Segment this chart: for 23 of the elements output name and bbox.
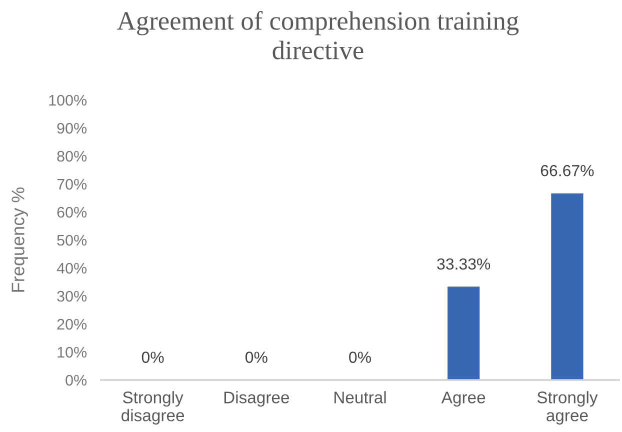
data-label: 33.33%	[437, 258, 490, 270]
y-tick-label: 70%	[57, 178, 87, 190]
y-tick-label: 0%	[66, 374, 87, 386]
y-tick-label: 60%	[57, 206, 87, 218]
y-tick-label: 90%	[57, 122, 87, 134]
data-label: 0%	[245, 352, 268, 363]
y-tick-label: 100%	[49, 94, 87, 106]
x-tick-label: Agree	[441, 392, 486, 407]
y-tick-label: 80%	[57, 150, 87, 162]
y-axis-title: Frequency %	[12, 187, 28, 292]
y-tick-label: 50%	[57, 234, 87, 246]
x-tick-label: Neutral	[334, 391, 386, 404]
chart-title: Agreement of comprehension training directive	[117, 11, 519, 60]
y-tick-label: 10%	[58, 346, 87, 358]
data-label: 66.67%	[540, 164, 594, 176]
x-tick-label: Strongly disagree	[122, 391, 184, 425]
x-tick-label: Disagree	[224, 391, 290, 407]
y-tick-label: 40%	[56, 262, 87, 274]
y-tick-label: 30%	[57, 290, 87, 302]
y-tick-label: 20%	[57, 318, 87, 330]
data-label: 0%	[142, 352, 164, 363]
x-tick-label: Strongly agree	[537, 391, 598, 425]
data-label: 0%	[349, 352, 371, 363]
